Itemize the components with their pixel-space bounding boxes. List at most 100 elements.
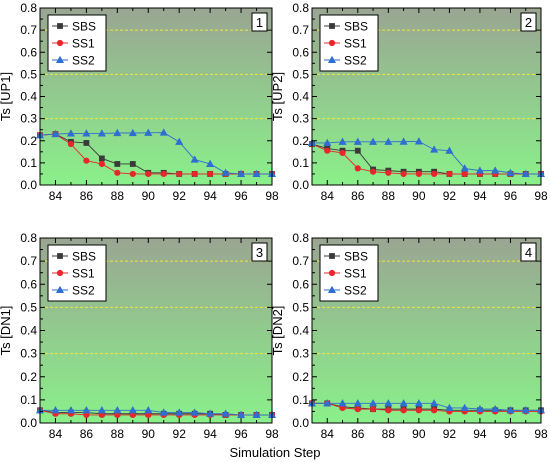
data-point-ss2 [460,403,469,412]
data-point-ss1 [354,165,361,172]
x-tick-label: 98 [534,427,548,441]
data-point-ss1 [385,169,392,176]
data-point-ss2 [82,129,91,137]
legend-marker-ss1 [328,269,336,277]
data-point-ss2 [369,137,378,145]
legend-marker-ss2 [327,285,337,294]
y-tick-label: 0.6 [20,277,37,291]
x-tick-label: 98 [534,189,548,203]
data-point-ss2 [113,128,122,137]
x-tick-label: 94 [203,189,217,203]
data-point-ss2 [491,166,500,174]
data-point-ss2 [323,399,332,407]
data-point-ss2 [338,399,347,407]
panel-id-label: 1 [256,15,263,30]
y-tick-label: 0.2 [292,370,309,384]
y-tick-label: 0.4 [20,324,37,338]
legend-label: SS1 [72,37,95,51]
data-point-ss2 [221,409,230,417]
legend-label: SS1 [344,267,367,281]
data-point-ss2 [190,408,199,416]
y-tick-label: 0.8 [292,1,309,15]
legend-marker-ss1 [328,39,336,47]
panel-3: 84 86 88 90 92 94 96 98 0.0 0.1 0.2 0.3 0.4 0.5 0.6 0.7… [0,231,279,441]
y-tick-label: 0.3 [292,112,309,126]
legend-label: SS1 [344,37,367,51]
data-point-ss2 [144,128,153,136]
data-point-ss1 [385,407,392,414]
data-point-ss1 [431,170,438,178]
y-tick-label: 0.0 [20,178,37,192]
legend: SBS SS1 SS2 [319,244,379,302]
panel-id-box [251,242,268,262]
x-tick-label: 92 [443,427,457,441]
y-tick-label: 0.6 [20,45,37,59]
data-point-ss2 [66,406,75,414]
legend-label: SBS [344,20,368,34]
data-point-ss2 [82,406,91,414]
data-point-ss2 [445,403,454,412]
data-point-ss2 [51,406,60,414]
y-axis-title: Ts [UP2] [270,72,285,121]
legend-marker-ss1 [56,269,64,277]
data-point-ss2 [128,128,137,137]
x-tick-label: 86 [80,427,94,441]
data-point-ss1 [354,406,361,413]
x-tick-label: 96 [504,189,518,203]
data-point-ss1 [400,407,407,414]
legend-label: SBS [344,250,368,264]
legend-marker-ss2 [55,55,65,64]
legend: SBS SS1 SS2 [47,244,107,302]
data-point-ss1 [339,149,346,157]
y-tick-label: 0.7 [20,23,37,37]
data-point-sbs [98,155,105,162]
data-point-ss1 [160,170,167,178]
x-tick-label: 94 [203,427,217,441]
data-point-ss2 [237,410,246,418]
data-point-ss1 [431,407,438,414]
legend-marker-sbs [57,253,63,259]
data-point-sbs [129,161,136,167]
panel-2: 84 86 88 90 92 94 96 98 0.0 0.1 0.2 0.3 0.4 0.5 0.6 0.7… [270,1,548,203]
series-line-ss1 [39,133,272,175]
data-point-ss2 [491,404,500,413]
x-tick-label: 84 [321,189,335,203]
y-tick-label: 0.2 [20,370,37,384]
x-tick-label: 86 [351,427,365,441]
panel-id-box [520,12,537,32]
data-point-ss2 [113,406,122,414]
data-point-ss2 [384,399,393,407]
data-point-ss2 [323,138,332,147]
y-tick-label: 0.4 [292,90,309,104]
y-tick-label: 0.0 [292,416,309,430]
data-point-ss2 [128,406,137,414]
y-tick-label: 0.8 [292,231,309,245]
data-point-ss2 [159,408,168,416]
data-point-ss2 [51,129,60,138]
x-tick-label: 88 [111,427,125,441]
x-tick-label: 96 [234,427,248,441]
data-point-sbs [114,161,121,167]
x-tick-label: 92 [173,189,187,203]
series-line-ss1 [39,409,272,416]
data-point-ss1 [400,170,407,178]
data-point-ss1 [98,160,105,168]
data-point-ss2 [521,169,530,177]
data-point-ss1 [129,170,136,178]
data-point-ss2 [521,406,530,414]
data-point-ss1 [415,407,422,414]
y-tick-label: 0.5 [20,67,37,81]
data-point-ss2 [430,145,439,153]
legend-label: SS1 [72,267,95,281]
data-point-ss1 [67,140,75,148]
data-point-ss1 [114,169,121,176]
data-point-ss2 [353,137,362,145]
y-tick-label: 0.2 [20,134,37,148]
legend-label: SS2 [344,54,367,68]
y-tick-label: 0.1 [292,156,309,170]
legend-label: SBS [72,250,96,264]
series-line-ss2 [39,132,272,175]
data-point-ss2 [237,169,246,177]
panel-id-label: 4 [525,245,532,260]
